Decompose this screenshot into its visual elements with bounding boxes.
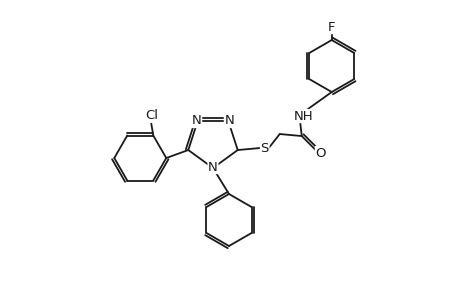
Text: N: N	[207, 160, 218, 173]
Text: NH: NH	[293, 110, 313, 122]
Text: Cl: Cl	[145, 109, 157, 122]
Text: N: N	[191, 115, 201, 128]
Text: S: S	[260, 142, 269, 154]
Text: F: F	[327, 20, 335, 34]
Text: O: O	[315, 146, 325, 160]
Text: N: N	[224, 115, 234, 128]
